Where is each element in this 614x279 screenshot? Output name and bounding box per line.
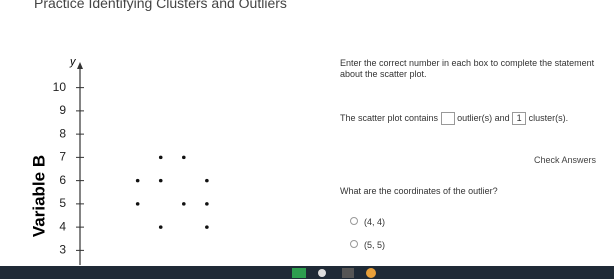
- taskbar-icon[interactable]: [366, 268, 376, 278]
- statement-start: The scatter plot contains: [340, 112, 439, 123]
- option[interactable]: (4, 4): [350, 217, 385, 227]
- y-arrow: [77, 62, 83, 69]
- instruction: Enter the correct number in each box to …: [340, 58, 595, 79]
- point: [158, 155, 163, 160]
- taskbar-icon[interactable]: [342, 268, 354, 278]
- y-axis-title: Variable B: [29, 155, 48, 237]
- point: [182, 155, 186, 160]
- y-tick-label: 6: [59, 173, 66, 187]
- option-label: (4, 4): [364, 217, 386, 227]
- y-tick-label: 3: [59, 243, 66, 257]
- coordinates-question: What are the coordinates of the outlier?: [340, 186, 498, 196]
- y-tick-label: 5: [59, 196, 66, 210]
- point: [135, 178, 140, 183]
- y-tick-label: 9: [59, 103, 66, 117]
- statement-mid: outlier(s) and: [457, 112, 510, 123]
- point: [205, 225, 209, 229]
- check-answers-button[interactable]: Check Answers: [534, 155, 597, 165]
- point: [158, 178, 163, 183]
- taskbar-icon[interactable]: [318, 269, 326, 277]
- y-tick-label: 7: [59, 150, 66, 164]
- taskbar-icon[interactable]: [292, 268, 306, 278]
- y-label: y: [69, 56, 77, 68]
- option-label: (5, 5): [364, 240, 386, 250]
- point: [182, 202, 186, 206]
- point: [158, 225, 163, 229]
- radio[interactable]: [350, 217, 358, 225]
- scatter-plot: y Variable B 3 4 5 6 7 8 9 10: [29, 56, 209, 265]
- point: [135, 202, 140, 206]
- point: [205, 178, 209, 183]
- cluster-input[interactable]: 1: [512, 112, 527, 125]
- point: [205, 202, 209, 206]
- y-tick-label: 10: [53, 80, 67, 94]
- statement-end: cluster(s).: [528, 112, 569, 123]
- taskbar: [0, 266, 614, 279]
- y-tick-label: 4: [59, 219, 66, 233]
- page-title: Practice Identifying Clusters and Outlie…: [34, 0, 287, 11]
- y-tick-label: 8: [59, 126, 66, 140]
- radio[interactable]: [350, 240, 358, 248]
- option[interactable]: (5, 5): [350, 240, 385, 250]
- outlier-input[interactable]: [440, 112, 455, 125]
- statement: The scatter plot contains outlier(s) and…: [340, 112, 568, 125]
